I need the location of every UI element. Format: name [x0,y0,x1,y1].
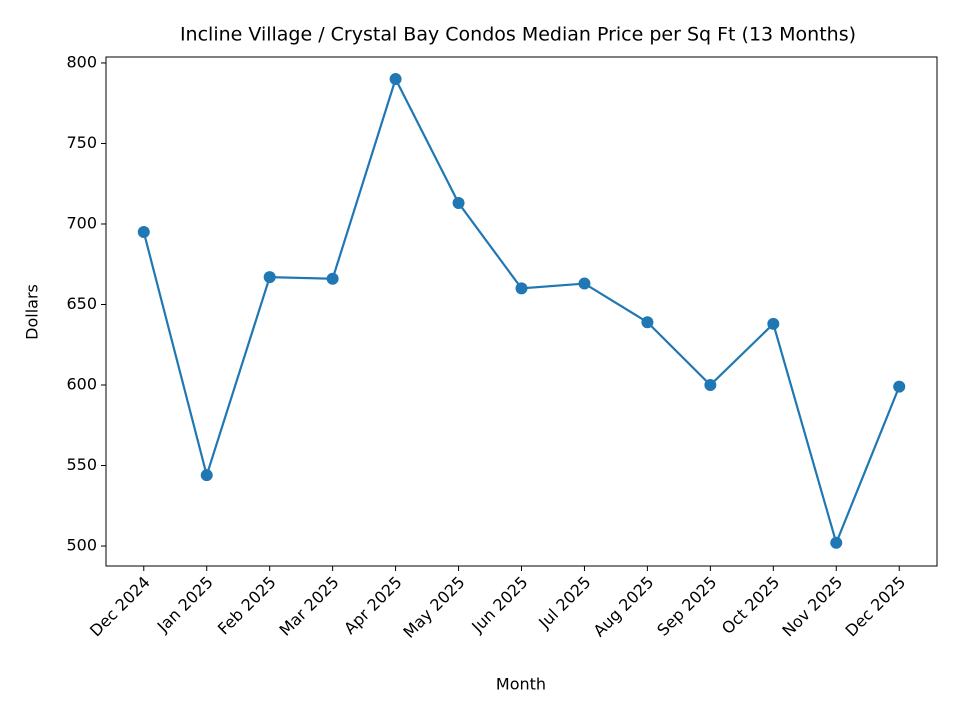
x-tick-label: May 2025 [399,573,468,642]
x-tick-label: Feb 2025 [214,573,280,639]
x-tick-label: Jan 2025 [153,573,217,637]
y-tick-label: 600 [66,375,97,394]
x-tick-label: Oct 2025 [718,573,783,638]
data-point [515,282,528,295]
x-tick-label: Apr 2025 [340,573,405,638]
data-point [641,316,654,329]
x-tick-label: Jun 2025 [467,573,531,637]
y-axis-label: Dollars [23,284,42,340]
data-point [452,197,465,210]
y-tick-label: 750 [66,133,97,152]
x-tick-label: Aug 2025 [590,573,658,641]
data-point [200,469,213,482]
x-tick-label: Sep 2025 [653,573,720,640]
x-tick-label: Dec 2024 [86,573,154,641]
line-series [142,76,901,547]
y-tick-label: 650 [66,294,97,313]
y-tick-label: 700 [66,213,97,232]
data-point [767,317,780,330]
x-axis-label: Month [496,675,546,694]
data-point [704,379,717,392]
data-point [137,226,150,239]
y-tick-label: 800 [66,52,97,71]
x-tick-label: Jul 2025 [534,573,594,633]
data-point [389,73,402,86]
x-tick-label: Nov 2025 [778,573,846,641]
data-point [263,271,276,284]
x-tick-label: Dec 2025 [842,573,910,641]
y-tick-label: 500 [66,536,97,555]
y-tick-label: 550 [66,455,97,474]
data-point [326,272,339,285]
data-point [830,536,843,549]
plot-frame [105,56,938,567]
chart-title: Incline Village / Crystal Bay Condos Med… [180,24,856,46]
data-point [893,380,906,393]
x-tick-label: Mar 2025 [275,573,342,640]
data-point [578,277,591,290]
